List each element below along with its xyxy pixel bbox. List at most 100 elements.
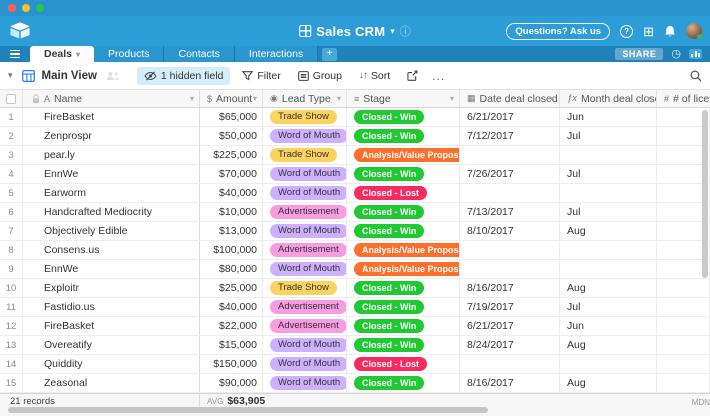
column-caret-icon[interactable]: ▾	[646, 94, 651, 103]
tab-caret-icon[interactable]: ▾	[76, 49, 81, 59]
cell-month-closed[interactable]: Aug	[560, 374, 657, 392]
stage-badge[interactable]: Closed - Win	[354, 129, 425, 143]
cell-stage[interactable]: Closed - Win	[347, 108, 460, 126]
cell-amount[interactable]: $50,000	[200, 127, 263, 145]
add-table-button[interactable]: +	[322, 47, 338, 61]
open-view-button[interactable]	[402, 67, 423, 84]
table-row[interactable]: 8 Consens.us $100,000 Advertisement Analysis…	[0, 241, 710, 260]
cell-stage[interactable]: Closed - Win	[347, 165, 460, 183]
cell-stage[interactable]: Closed - Win	[347, 127, 460, 145]
cell-date-closed[interactable]	[460, 355, 560, 373]
base-title-caret-icon[interactable]: ▾	[390, 25, 395, 36]
view-name[interactable]: Main View	[41, 69, 97, 82]
cell-name[interactable]: Zeasonal	[23, 374, 200, 392]
stage-badge[interactable]: Analysis/Value Proposition	[354, 148, 459, 162]
search-icon[interactable]	[690, 70, 702, 82]
cell-amount[interactable]: $40,000	[200, 184, 263, 202]
cell-month-closed[interactable]: Jul	[560, 165, 657, 183]
base-title-group[interactable]: Sales CRM ▾ ⓘ	[299, 16, 411, 46]
lead-type-badge[interactable]: Trade Show	[270, 148, 337, 162]
cell-amount[interactable]: $10,000	[200, 203, 263, 221]
tab-interactions[interactable]: Interactions	[234, 46, 319, 62]
lead-type-badge[interactable]: Word of Mouth	[270, 224, 346, 238]
cell-lead-type[interactable]: Word of Mouth	[263, 260, 347, 278]
column-caret-icon[interactable]: ▾	[549, 94, 554, 103]
cell-month-closed[interactable]	[560, 241, 657, 259]
marketplace-icon[interactable]: ⊞	[643, 23, 654, 39]
stats-blocks-icon[interactable]	[689, 49, 702, 59]
cell-date-closed[interactable]: 8/10/2017	[460, 222, 560, 240]
cell-stage[interactable]: Closed - Lost	[347, 184, 460, 202]
lead-type-badge[interactable]: Word of Mouth	[270, 167, 346, 181]
cell-amount[interactable]: $13,000	[200, 222, 263, 240]
cell-month-closed[interactable]: Jun	[560, 317, 657, 335]
cell-amount[interactable]: $22,000	[200, 317, 263, 335]
cell-amount[interactable]: $70,000	[200, 165, 263, 183]
column-caret-icon[interactable]: ▾	[189, 94, 194, 103]
lead-type-badge[interactable]: Word of Mouth	[270, 376, 346, 390]
vertical-scrollbar[interactable]	[702, 110, 708, 278]
cell-name[interactable]: pear.ly	[23, 146, 200, 164]
column-header-licenses[interactable]: # # of licens	[657, 90, 710, 107]
table-row[interactable]: 7 Objectively Edible $13,000 Word of Mouth C…	[0, 222, 710, 241]
table-row[interactable]: 10 Exploitr $25,000 Trade Show Closed - Win 8…	[0, 279, 710, 298]
table-row[interactable]: 14 Quiddity $150,000 Word of Mouth Closed - …	[0, 355, 710, 374]
cell-date-closed[interactable]: 7/12/2017	[460, 127, 560, 145]
cell-licenses[interactable]	[657, 355, 710, 373]
lead-type-badge[interactable]: Advertisement	[270, 300, 346, 314]
minimize-window-button[interactable]	[22, 4, 30, 12]
cell-lead-type[interactable]: Word of Mouth	[263, 355, 347, 373]
cell-lead-type[interactable]: Word of Mouth	[263, 184, 347, 202]
table-row[interactable]: 2 Zenprospr $50,000 Word of Mouth Closed - W…	[0, 127, 710, 146]
cell-name[interactable]: Fastidio.us	[23, 298, 200, 316]
cell-lead-type[interactable]: Trade Show	[263, 108, 347, 126]
cell-month-closed[interactable]: Aug	[560, 336, 657, 354]
table-row[interactable]: 3 pear.ly $225,000 Trade Show Analysis/Value…	[0, 146, 710, 165]
cell-name[interactable]: FireBasket	[23, 108, 200, 126]
cell-name[interactable]: Objectively Edible	[23, 222, 200, 240]
cell-stage[interactable]: Analysis/Value Proposition	[347, 241, 460, 259]
cell-date-closed[interactable]: 7/19/2017	[460, 298, 560, 316]
lead-type-badge[interactable]: Word of Mouth	[270, 186, 346, 200]
lead-type-badge[interactable]: Word of Mouth	[270, 357, 346, 371]
cell-month-closed[interactable]: Jul	[560, 298, 657, 316]
cell-name[interactable]: EnnWe	[23, 165, 200, 183]
cell-amount[interactable]: $225,000	[200, 146, 263, 164]
cell-date-closed[interactable]: 6/21/2017	[460, 108, 560, 126]
stage-badge[interactable]: Closed - Win	[354, 376, 425, 390]
cell-month-closed[interactable]: Aug	[560, 222, 657, 240]
cell-stage[interactable]: Analysis/Value Proposition	[347, 146, 460, 164]
table-row[interactable]: 6 Handcrafted Mediocrity $10,000 Advertisem…	[0, 203, 710, 222]
cell-amount[interactable]: $100,000	[200, 241, 263, 259]
stage-badge[interactable]: Analysis/Value Proposition	[354, 243, 459, 257]
cell-name[interactable]: Overeatify	[23, 336, 200, 354]
lead-type-badge[interactable]: Word of Mouth	[270, 338, 346, 352]
share-button[interactable]: SHARE	[615, 48, 664, 60]
lead-type-badge[interactable]: Advertisement	[270, 319, 346, 333]
column-header-amount[interactable]: $ Amount ▾	[200, 90, 263, 107]
lead-type-badge[interactable]: Word of Mouth	[270, 262, 346, 276]
group-button[interactable]: Group	[293, 67, 347, 85]
cell-month-closed[interactable]: Jun	[560, 108, 657, 126]
hidden-fields-button[interactable]: 1 hidden field	[136, 66, 231, 85]
cell-name[interactable]: FireBasket	[23, 317, 200, 335]
zoom-window-button[interactable]	[36, 4, 44, 12]
cell-lead-type[interactable]: Advertisement	[263, 298, 347, 316]
cell-month-closed[interactable]: Aug	[560, 279, 657, 297]
cell-amount[interactable]: $80,000	[200, 260, 263, 278]
column-caret-icon[interactable]: ▾	[336, 94, 341, 103]
cell-date-closed[interactable]: 7/13/2017	[460, 203, 560, 221]
cell-name[interactable]: EnnWe	[23, 260, 200, 278]
cell-month-closed[interactable]: Jul	[560, 127, 657, 145]
cell-stage[interactable]: Closed - Lost	[347, 355, 460, 373]
notifications-bell-icon[interactable]	[664, 25, 676, 38]
cell-licenses[interactable]	[657, 279, 710, 297]
cell-stage[interactable]: Closed - Win	[347, 298, 460, 316]
close-window-button[interactable]	[8, 4, 16, 12]
stage-badge[interactable]: Closed - Win	[354, 110, 425, 124]
cell-date-closed[interactable]: 6/21/2017	[460, 317, 560, 335]
lead-type-badge[interactable]: Trade Show	[270, 110, 337, 124]
cell-stage[interactable]: Closed - Win	[347, 336, 460, 354]
cell-date-closed[interactable]: 8/16/2017	[460, 279, 560, 297]
lead-type-badge[interactable]: Trade Show	[270, 281, 337, 295]
